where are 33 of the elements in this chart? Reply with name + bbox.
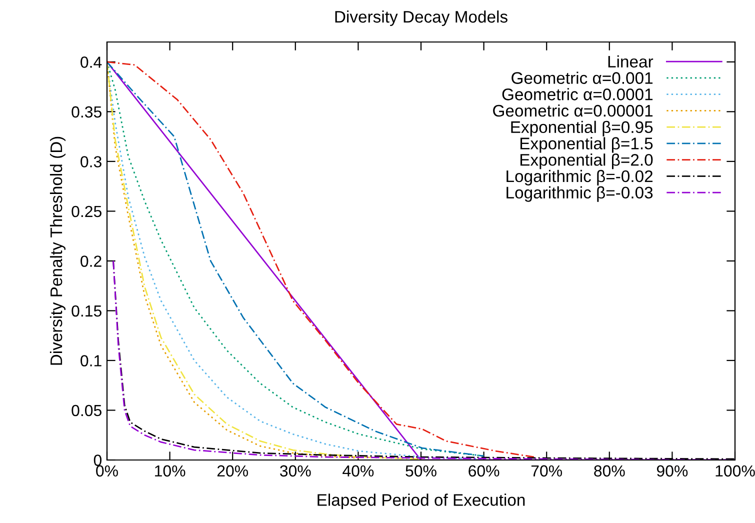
- y-tick-label: 0: [94, 454, 102, 466]
- legend-label: Linear: [608, 55, 654, 68]
- x-tick-label: 60%: [468, 465, 500, 477]
- x-tick-label: 90%: [656, 465, 688, 477]
- x-tick-label: 70%: [531, 465, 562, 477]
- y-tick-label: 0.05: [72, 404, 102, 416]
- y-tick-label: 0.4: [80, 56, 102, 68]
- x-tick-label: 0%: [96, 465, 118, 477]
- y-tick-label: 0.1: [80, 355, 102, 366]
- x-tick-label: 80%: [594, 465, 625, 477]
- x-tick-label: 50%: [406, 465, 436, 477]
- legend-label: Geometric α=0.0001: [502, 88, 653, 100]
- line-series: [107, 61, 423, 460]
- x-tick-label: 40%: [342, 465, 374, 477]
- legend-label: Logarithmic β=-0.02: [506, 170, 653, 186]
- legend-label: Geometric α=0.001: [512, 72, 653, 84]
- x-tick-label: 100%: [716, 465, 755, 477]
- x-axis-title: Elapsed Period of Execution: [318, 494, 525, 510]
- y-tick-label: 0.35: [72, 106, 102, 118]
- legend-label: Geometric α=0.00001: [493, 104, 653, 117]
- y-tick-label: 0.3: [80, 156, 102, 168]
- y-tick-label: 0.25: [72, 206, 102, 218]
- legend-label: Exponential β=0.95: [511, 120, 653, 136]
- x-tick-label: 30%: [280, 465, 311, 477]
- chart-title: Diversity Decay Models: [335, 10, 508, 26]
- legend-label: Exponential β=1.5: [520, 137, 653, 153]
- y-tick-label: 0.15: [72, 305, 102, 317]
- legend-label: Logarithmic β=-0.03: [506, 186, 653, 202]
- legend-label: Exponential β=2.0: [520, 154, 653, 170]
- x-tick-label: 20%: [217, 465, 248, 477]
- y-axis-title: Diversity Penalty Threshold (D): [50, 136, 66, 365]
- x-tick-label: 10%: [155, 465, 186, 477]
- y-tick-label: 0.2: [80, 256, 102, 267]
